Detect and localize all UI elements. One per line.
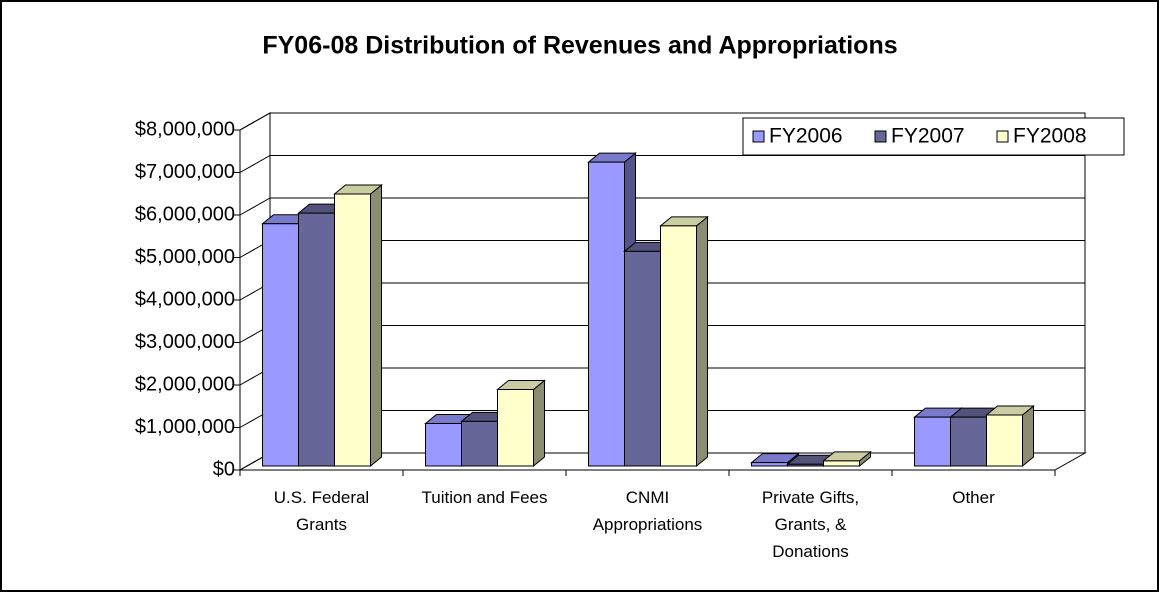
bar-front (914, 416, 951, 467)
y-tick-label: $7,000,000 (135, 161, 235, 183)
bar (333, 183, 383, 468)
legend-label: FY2007 (891, 125, 965, 148)
bar-front (262, 223, 299, 467)
bar (750, 452, 800, 468)
bar-side (696, 215, 708, 468)
y-tick-label: $0 (213, 458, 235, 480)
y-tick-label: $8,000,000 (135, 118, 235, 140)
y-tick-label: $5,000,000 (135, 246, 235, 268)
bar-front (425, 423, 462, 467)
legend-swatch (874, 130, 887, 143)
bar-front (588, 161, 625, 467)
bar-side (1022, 404, 1034, 468)
x-tick-label: Private Gifts, Grants, & Donations (761, 488, 860, 561)
bar-front (787, 463, 824, 467)
bar-front (823, 460, 860, 467)
legend-swatch (752, 130, 765, 143)
grid-line (239, 197, 1085, 216)
bar-front (298, 212, 335, 467)
x-tick-label: U.S. Federal Grants (273, 488, 370, 534)
bar-front (950, 416, 987, 467)
x-tick-label: Other (952, 488, 995, 507)
bar-front (334, 193, 371, 467)
legend-label: FY2006 (769, 125, 843, 148)
y-tick-label: $4,000,000 (135, 288, 235, 310)
x-tick-label: Tuition and Fees (421, 488, 548, 507)
bar (822, 450, 872, 468)
bar-front (660, 225, 697, 467)
bar-front (497, 389, 534, 467)
bar (659, 215, 709, 468)
legend-box (742, 117, 1125, 156)
y-tick-label: $6,000,000 (135, 203, 235, 225)
y-tick-label: $2,000,000 (135, 373, 235, 395)
x-tick-label: CNMI Appropriations (592, 488, 703, 534)
grid-line (239, 112, 1085, 131)
bar-front (986, 414, 1023, 467)
chart-title: FY06-08 Distribution of Revenues and App… (262, 32, 897, 60)
bar-front (624, 250, 661, 467)
bar-side (533, 379, 545, 468)
bar-front (461, 420, 498, 467)
bar (496, 379, 546, 468)
bar (985, 404, 1035, 468)
y-tick-label: $1,000,000 (135, 416, 235, 438)
legend-label: FY2008 (1013, 125, 1087, 148)
y-tick-label: $3,000,000 (135, 331, 235, 353)
bar-front (751, 462, 788, 467)
bar-side (370, 183, 382, 468)
legend-swatch (996, 130, 1009, 143)
